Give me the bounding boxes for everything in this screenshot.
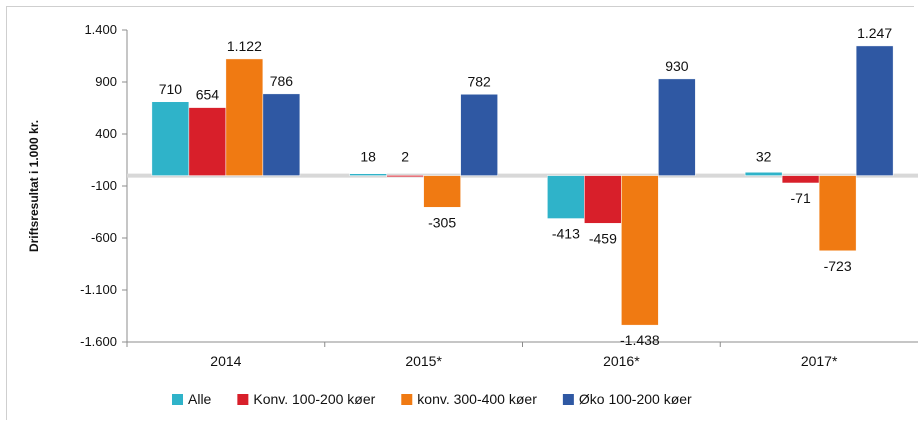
- data-label: 710: [159, 81, 183, 97]
- data-label: 1.247: [857, 25, 892, 41]
- x-category-label: 2017*: [801, 353, 838, 369]
- data-label: 18: [360, 149, 376, 165]
- bar: [819, 176, 856, 251]
- bar: [424, 176, 461, 208]
- data-label: 930: [665, 58, 689, 74]
- legend-label: Øko 100-200 køer: [579, 391, 692, 407]
- bar: [461, 94, 498, 175]
- data-labels-layer: 710 654 1.122 786 18 2 -305 782 -413 -459 -1.438 93…: [159, 25, 893, 348]
- data-label: -305: [428, 214, 456, 230]
- legend-swatch: [563, 394, 574, 405]
- y-tick-label: 400: [95, 126, 117, 141]
- legend-swatch: [401, 394, 412, 405]
- bar: [745, 172, 782, 175]
- data-label: 654: [196, 87, 220, 103]
- data-label: 782: [467, 73, 491, 89]
- bar: [226, 59, 263, 176]
- y-tick-label: 900: [95, 74, 117, 89]
- data-label: 1.122: [227, 38, 262, 54]
- y-tick-label: -1.600: [80, 334, 117, 349]
- legend: Alle Konv. 100-200 køer konv. 300-400 køer…: [172, 391, 692, 407]
- data-label: -71: [791, 190, 811, 206]
- bar: [387, 175, 424, 177]
- legend-label: Konv. 100-200 køer: [253, 391, 375, 407]
- data-label: 2: [401, 149, 409, 165]
- data-label: 786: [270, 73, 294, 89]
- bar: [189, 108, 226, 176]
- x-category-label: 2016*: [603, 353, 640, 369]
- legend-label: konv. 300-400 køer: [417, 391, 537, 407]
- legend-swatch: [237, 394, 248, 405]
- bar: [856, 46, 893, 176]
- y-tick-label: -600: [91, 230, 117, 245]
- bars-layer: [152, 46, 893, 325]
- bar: [547, 176, 584, 219]
- y-axis-title: Driftsresultat i 1.000 kr.: [27, 120, 41, 252]
- bar: [350, 174, 387, 176]
- bar: [263, 94, 300, 176]
- data-label: -459: [589, 230, 617, 246]
- y-tick-label: -100: [91, 178, 117, 193]
- x-category-label: 2015*: [405, 353, 442, 369]
- y-tick-label: -1.100: [80, 282, 117, 297]
- bar: [621, 176, 658, 326]
- data-label: -413: [552, 226, 580, 242]
- legend-label: Alle: [188, 391, 212, 407]
- bar: [782, 176, 819, 183]
- data-label: 32: [756, 149, 772, 165]
- y-tick-label: 1.400: [84, 22, 117, 37]
- bar: [584, 176, 621, 224]
- data-label: -723: [824, 258, 852, 274]
- bar: [658, 79, 695, 176]
- data-label: -1.438: [620, 332, 660, 348]
- legend-swatch: [172, 394, 183, 405]
- bar: [152, 102, 189, 176]
- x-category-label: 2014: [210, 353, 241, 369]
